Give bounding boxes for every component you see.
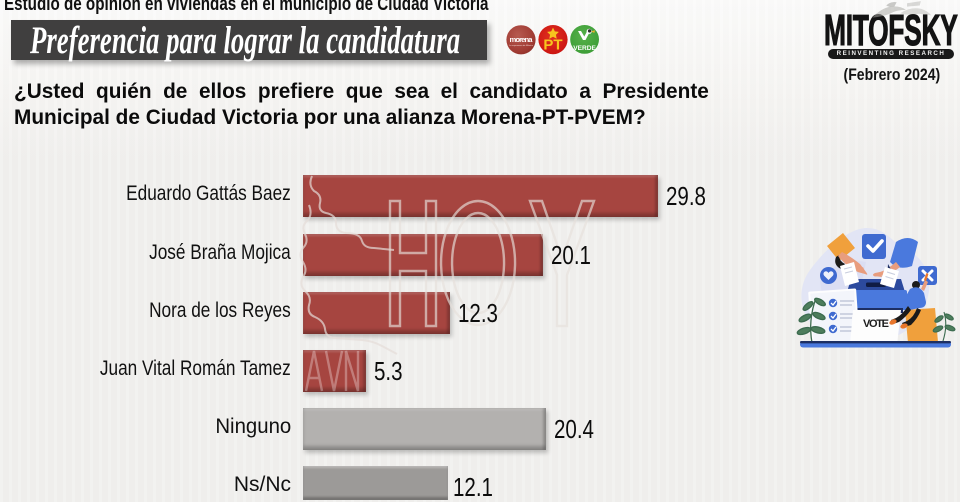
svg-text:PT: PT: [543, 37, 562, 54]
svg-text:VOTE: VOTE: [863, 318, 889, 330]
svg-text:morena: morena: [510, 35, 534, 44]
svg-text:La esperanza de México: La esperanza de México: [509, 44, 534, 47]
svg-text:VERDE: VERDE: [573, 45, 596, 52]
